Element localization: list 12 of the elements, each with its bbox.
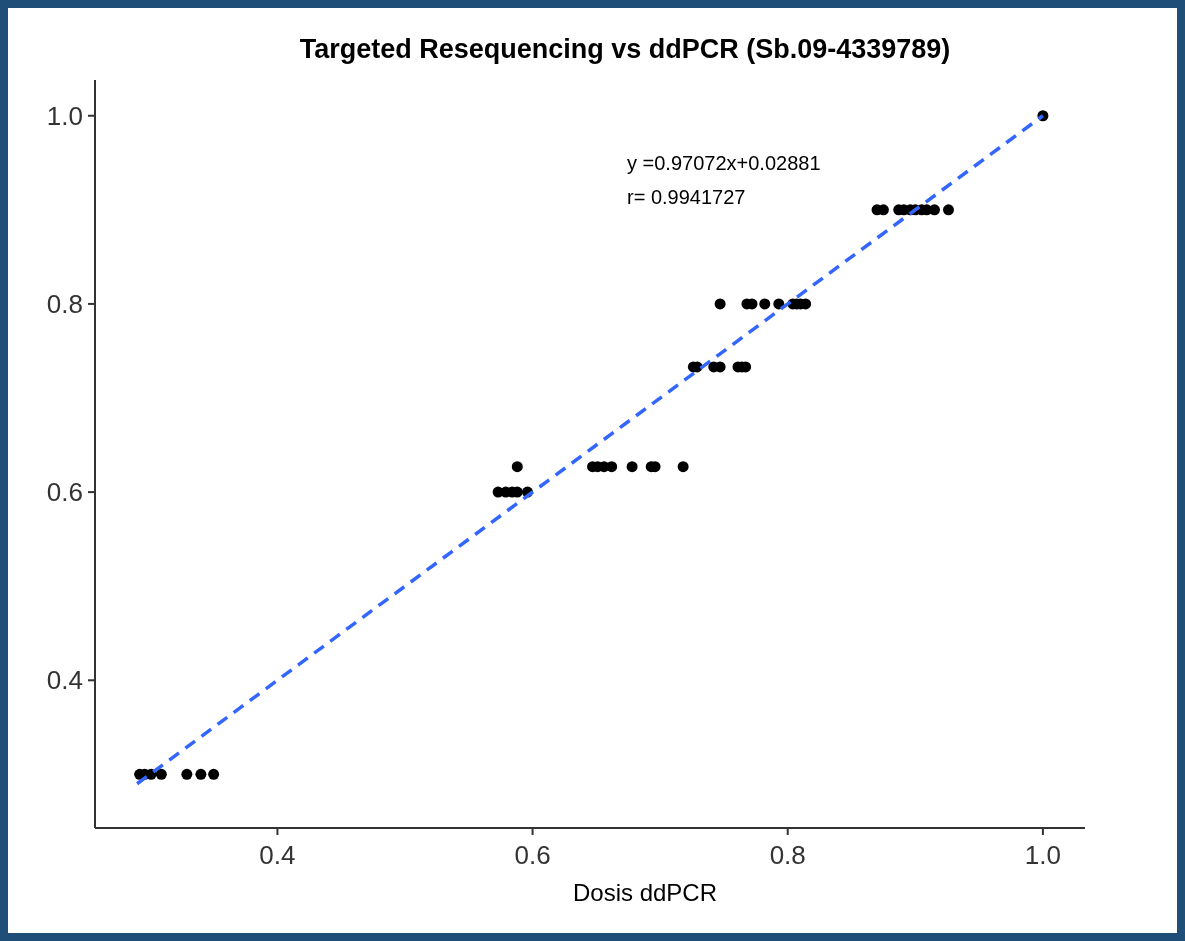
- x-tick-label: 0.8: [769, 840, 806, 870]
- x-axis-title: Dosis ddPCR: [572, 879, 718, 906]
- y-tick-label: 0.8: [46, 288, 83, 319]
- x-tick-label: 1.0: [1024, 840, 1061, 870]
- x-tick-label: 0.6: [514, 840, 551, 870]
- y-tick-label: 0.6: [46, 477, 83, 508]
- chart-title: Targeted Resequencing vs ddPCR (Sb.09-4339789): [299, 34, 951, 64]
- annotation: r= 0.9941727: [627, 186, 746, 208]
- y-tick-label: 0.4: [46, 665, 83, 696]
- y-tick-label: 1.0: [46, 100, 83, 131]
- annotation: y =0.97072x+0.02881: [627, 152, 821, 174]
- x-tick-label: 0.4: [259, 840, 296, 870]
